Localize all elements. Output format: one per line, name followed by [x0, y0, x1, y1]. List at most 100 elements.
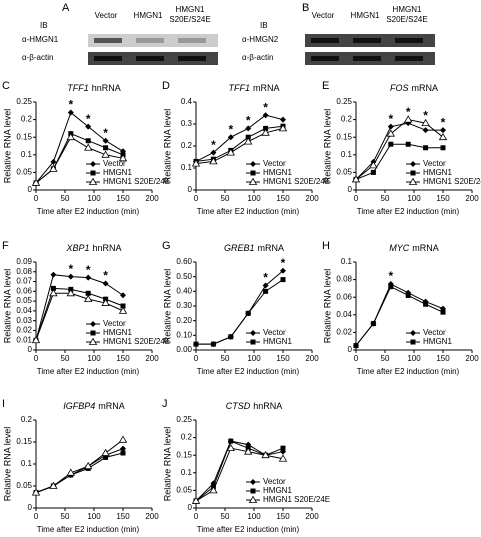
marker	[120, 292, 126, 299]
x-tick-label: 150	[276, 354, 290, 363]
legend-marker	[410, 161, 416, 167]
significance: *	[86, 112, 91, 126]
x-tick-label: 150	[276, 194, 290, 203]
marker	[210, 149, 217, 156]
x-tick-label: 200	[145, 194, 159, 203]
blot-band	[94, 38, 122, 43]
marker	[280, 277, 286, 283]
marker	[31, 335, 41, 344]
legend-marker	[410, 339, 416, 345]
marker	[31, 178, 41, 186]
title-gene: FOS	[390, 83, 409, 93]
blot-band	[353, 56, 381, 61]
marker	[351, 175, 361, 183]
x-tick-label: 0	[354, 194, 359, 203]
legend-marker	[410, 330, 416, 336]
significance: *	[388, 269, 393, 283]
x-tick-label: 0	[194, 194, 199, 203]
marker	[369, 161, 378, 169]
y-tick-label: 0.15	[176, 450, 192, 459]
x-tick-label: 0	[194, 512, 199, 521]
x-axis-label: Time after E2 induction (min)	[197, 207, 300, 216]
y-axis-label: Relative RNA level	[162, 269, 172, 344]
legend-label: HMGN1	[423, 168, 452, 177]
marker	[85, 123, 92, 130]
series-line	[35, 111, 124, 184]
blot-band	[395, 38, 423, 43]
y-tick-label: 0.3	[181, 119, 193, 128]
marker	[245, 310, 251, 316]
significance: *	[388, 112, 393, 126]
legend-marker	[250, 330, 256, 336]
x-tick-label: 50	[381, 194, 390, 203]
significance: *	[441, 115, 446, 129]
x-axis-label: Time after E2 induction (min)	[37, 525, 140, 534]
legend-label: HMGN1	[103, 328, 132, 337]
significance: *	[263, 271, 268, 285]
marker	[118, 306, 128, 314]
series-line	[195, 440, 284, 502]
x-axis-label: Time after E2 induction (min)	[357, 207, 460, 216]
marker	[244, 137, 253, 145]
x-tick-label: 150	[116, 354, 130, 363]
x-tick-label: 150	[436, 354, 450, 363]
marker	[440, 127, 446, 134]
y-tick-label: 0.2	[341, 115, 353, 124]
marker	[50, 271, 57, 278]
y-tick-label: 0.4	[181, 97, 193, 106]
blot-row-label: α-β-actin	[22, 53, 53, 62]
legend-label: HMGN1 S20E/24E	[103, 177, 170, 186]
y-tick-label: 0.20	[176, 316, 192, 325]
significance: *	[103, 126, 108, 140]
x-tick-label: 100	[407, 194, 421, 203]
marker	[280, 267, 286, 274]
chart-title: FOS mRNA	[390, 83, 438, 93]
x-tick-label: 150	[116, 512, 130, 521]
legend-marker	[90, 170, 96, 176]
panel-letter: D	[162, 80, 170, 92]
x-axis-label: Time after E2 induction (min)	[197, 525, 300, 534]
marker	[103, 454, 109, 460]
y-tick-label: 0.2	[21, 115, 33, 124]
significance: *	[423, 108, 428, 122]
marker	[102, 280, 109, 287]
lane-label: HMGN1	[176, 5, 205, 14]
marker	[404, 115, 413, 123]
y-tick-label: 0	[348, 185, 353, 194]
legend-marker	[248, 177, 258, 185]
significance: *	[68, 98, 73, 112]
panel-letter: B	[302, 2, 309, 14]
x-tick-label: 50	[61, 512, 70, 521]
lane-label: S20E/S24E	[169, 15, 210, 24]
blot-band	[178, 38, 206, 43]
x-tick-label: 200	[305, 194, 319, 203]
y-axis-label: Relative RNA level	[322, 269, 332, 344]
x-axis-label: Time after E2 induction (min)	[37, 207, 140, 216]
legend-marker	[410, 170, 416, 176]
x-tick-label: 50	[61, 354, 70, 363]
lane-label: HMGN1	[134, 11, 163, 20]
x-axis-label: Time after E2 induction (min)	[37, 367, 140, 376]
marker	[405, 141, 411, 147]
x-tick-label: 50	[221, 512, 230, 521]
legend-label: HMGN1	[263, 486, 292, 495]
x-tick-label: 100	[407, 354, 421, 363]
y-tick-label: 0.06	[336, 292, 352, 301]
y-tick-label: 0	[28, 185, 33, 194]
y-tick-label: 0.2	[181, 141, 193, 150]
significance: *	[263, 100, 268, 114]
x-axis-label: Time after E2 induction (min)	[197, 367, 300, 376]
title-rna: mRNA	[412, 83, 439, 93]
panel-letter: I	[2, 398, 5, 410]
title-gene: IGFBP4	[63, 401, 95, 411]
marker	[387, 123, 394, 130]
blot-band	[395, 56, 423, 61]
marker	[118, 435, 128, 443]
y-axis-label: Relative RNA level	[162, 109, 172, 184]
marker	[244, 447, 253, 455]
series-line	[195, 440, 284, 502]
y-tick-label: 0	[348, 345, 353, 354]
marker	[263, 125, 269, 131]
y-axis-label: Relative RNA level	[2, 109, 12, 184]
blot-band	[311, 56, 339, 61]
